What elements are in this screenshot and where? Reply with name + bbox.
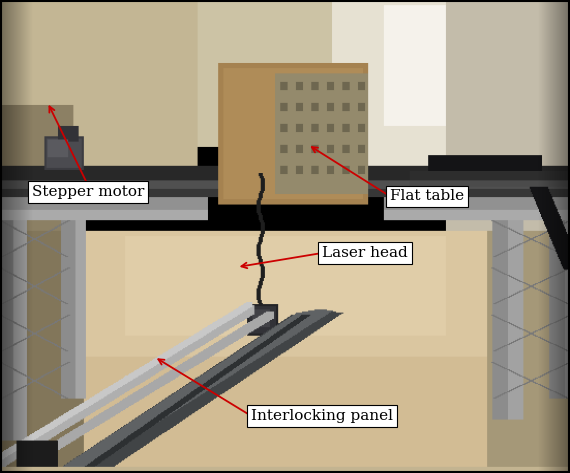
Text: Flat table: Flat table (390, 189, 465, 203)
Text: Interlocking panel: Interlocking panel (251, 409, 393, 423)
Text: Stepper motor: Stepper motor (32, 184, 144, 199)
Text: Laser head: Laser head (322, 246, 408, 260)
